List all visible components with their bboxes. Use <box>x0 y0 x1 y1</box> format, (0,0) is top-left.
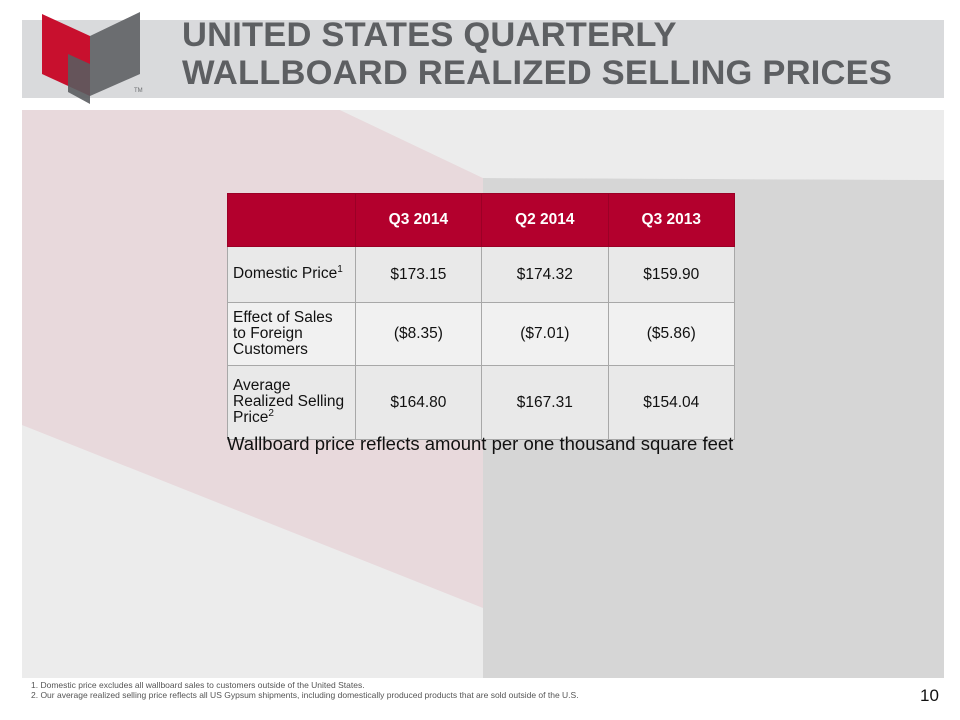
table-row: Domestic Price1 $173.15 $174.32 $159.90 <box>227 246 736 303</box>
table-row: Average Realized Selling Price2 $164.80 $1… <box>227 365 736 440</box>
table-header-blank <box>227 193 356 247</box>
table-header-row: Q3 2014 Q2 2014 Q3 2013 <box>227 193 736 247</box>
row-label-average-price: Average Realized Selling Price2 <box>227 365 356 440</box>
table-cell: $167.31 <box>481 365 609 440</box>
brand-logo: TM <box>42 12 143 104</box>
trademark-text: TM <box>134 88 143 94</box>
footnotes: 1. Domestic price excludes all wallboard… <box>31 680 579 700</box>
table-cell: $174.32 <box>481 246 609 303</box>
table-cell: ($7.01) <box>481 302 609 366</box>
footnote-2: 2. Our average realized selling price re… <box>31 690 579 700</box>
table-caption: Wallboard price reflects amount per one … <box>227 433 734 454</box>
row-label-domestic-price: Domestic Price1 <box>227 246 356 303</box>
table-cell: ($5.86) <box>607 302 736 366</box>
title-line-1: UNITED STATES QUARTERLY <box>182 16 677 54</box>
row-label-effect-of-sales: Effect of Sales to Foreign Customers <box>227 302 356 366</box>
footnote-1: 1. Domestic price excludes all wallboard… <box>31 680 365 690</box>
footnote-ref: 2 <box>268 408 274 419</box>
table-cell: $159.90 <box>607 246 736 303</box>
footnote-ref: 1 <box>337 264 343 275</box>
page-number: 10 <box>920 686 939 705</box>
header-bar <box>22 20 944 98</box>
table-header-q2-2014: Q2 2014 <box>481 193 609 247</box>
table-cell: ($8.35) <box>354 302 483 366</box>
table-row: Effect of Sales to Foreign Customers ($8.3… <box>227 302 736 366</box>
table-cell: $173.15 <box>354 246 483 303</box>
table-header-q3-2014: Q3 2014 <box>354 193 483 247</box>
table-cell: $154.04 <box>607 365 736 440</box>
price-table: Q3 2014 Q2 2014 Q3 2013 Domestic Price1 … <box>227 193 736 440</box>
page-title: UNITED STATES QUARTERLY WALLBOARD REALIZ… <box>182 16 942 92</box>
table-header-q3-2013: Q3 2013 <box>607 193 736 247</box>
title-line-2: WALLBOARD REALIZED SELLING PRICES <box>182 54 893 92</box>
table-cell: $164.80 <box>354 365 483 440</box>
